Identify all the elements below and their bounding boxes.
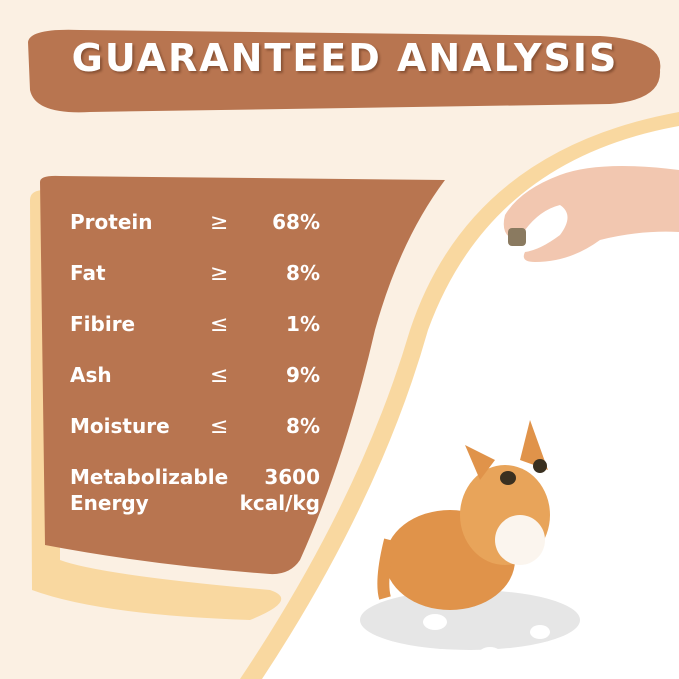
operator: ≥ — [210, 261, 229, 286]
energy-label: Metabolizable Energy — [70, 464, 230, 516]
energy-value-line1: 3600 — [264, 465, 320, 489]
kitten-image — [360, 420, 580, 663]
energy-label-line1: Metabolizable — [70, 465, 229, 489]
white-area — [262, 126, 679, 679]
analysis-row-fat: Fat ≥ 8% — [70, 261, 320, 289]
energy-value: 3600 kcal/kg — [240, 464, 320, 516]
analysis-row-fibre: Fibire ≤ 1% — [70, 312, 320, 340]
nutrient-label: Fibire — [70, 312, 136, 336]
analysis-panel — [40, 175, 445, 575]
energy-label-line2: Energy — [70, 491, 149, 515]
energy-value-line2: kcal/kg — [239, 491, 320, 515]
nutrient-label: Fat — [70, 261, 106, 285]
nutrient-label: Moisture — [70, 414, 170, 438]
analysis-row-protein: Protein ≥ 68% — [70, 210, 320, 238]
nutrient-value: 8% — [286, 414, 320, 438]
nutrient-value: 9% — [286, 363, 320, 387]
operator: ≤ — [210, 414, 229, 439]
title-banner — [28, 29, 661, 113]
operator: ≤ — [210, 363, 229, 388]
nutrient-value: 68% — [272, 210, 320, 234]
nutrient-label: Ash — [70, 363, 112, 387]
nutrient-label: Protein — [70, 210, 153, 234]
operator: ≥ — [210, 210, 229, 235]
analysis-row-moisture: Moisture ≤ 8% — [70, 414, 320, 442]
hand-image — [503, 166, 679, 262]
page-title: GUARANTEED ANALYSIS — [71, 36, 619, 80]
analysis-row-ash: Ash ≤ 9% — [70, 363, 320, 391]
nutrient-value: 1% — [286, 312, 320, 336]
nutrient-value: 8% — [286, 261, 320, 285]
operator: ≤ — [210, 312, 229, 337]
